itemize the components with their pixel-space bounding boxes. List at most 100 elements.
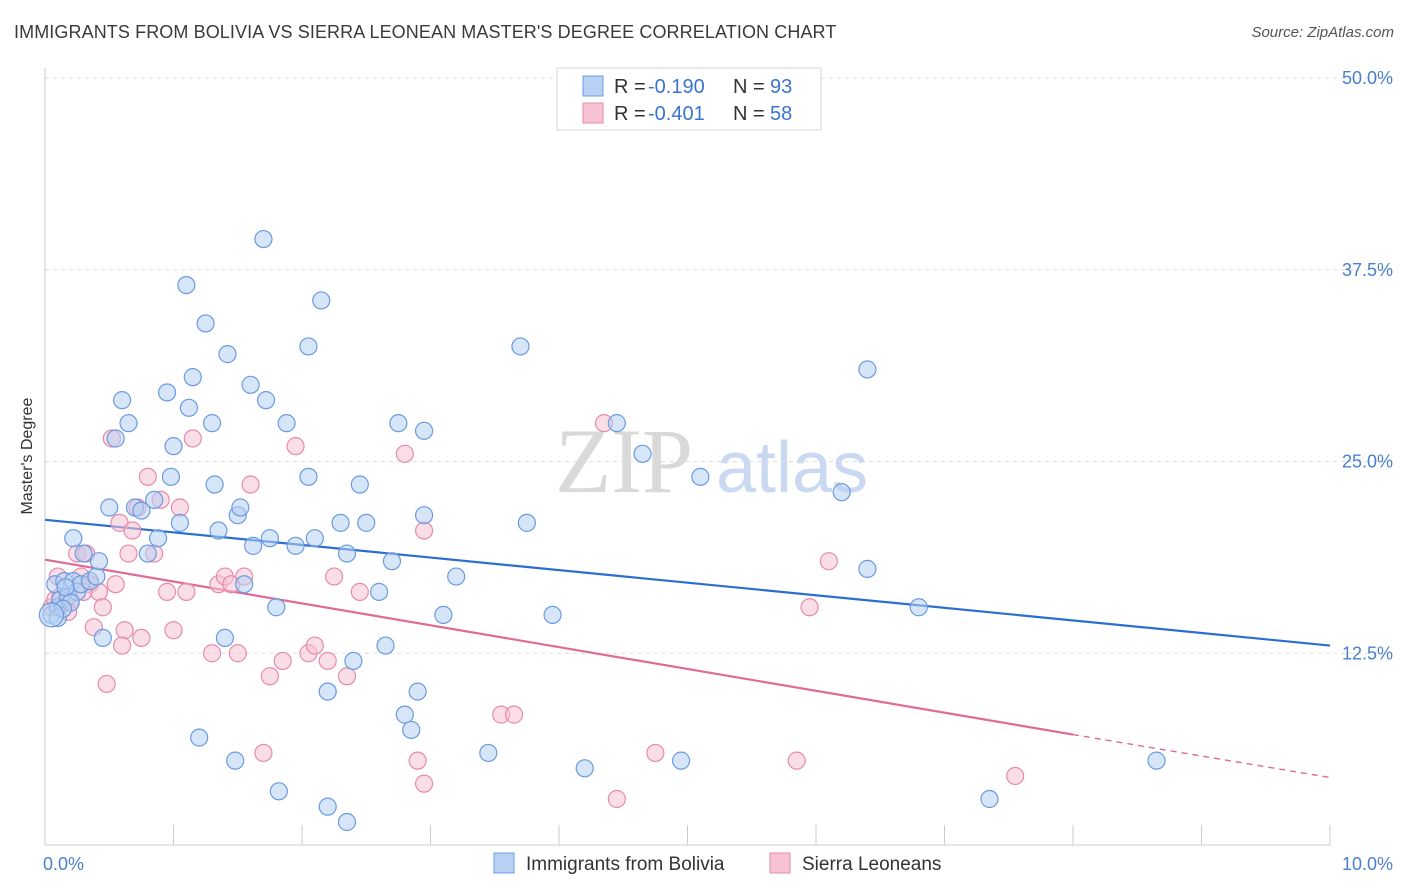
point-sierra-leonean [337,667,357,686]
point-sierra-leonean [123,521,142,540]
point-bolivia [414,421,434,440]
point-bolivia [543,605,562,625]
point-sierra-leonean [115,621,134,640]
point-sierra-leonean [646,743,665,763]
y-axis-label: Master's Degree [19,397,36,514]
point-bolivia [179,398,199,417]
point-bolivia [376,636,395,655]
point-bolivia [170,513,190,532]
point-bolivia [145,490,164,509]
point-sierra-leonean [202,644,222,663]
legend-n-value-1: 93 [770,76,792,98]
point-bolivia [511,337,530,356]
point-sierra-leonean [395,444,414,463]
point-bolivia [256,391,276,410]
bottom-legend-label-sierra: Sierra Leoneans [802,854,941,875]
point-bolivia [183,368,202,387]
x-tick-label: 10.0% [1342,854,1393,874]
legend-swatch-sierra [582,102,604,124]
point-sierra-leonean [305,636,324,655]
point-bolivia [980,789,999,809]
point-bolivia [832,483,851,502]
point-sierra-leonean [350,582,369,601]
point-bolivia [382,552,402,571]
point-bolivia [205,475,224,494]
point-bolivia [106,429,125,448]
point-bolivia [38,602,65,628]
point-sierra-leonean [157,582,177,601]
point-sierra-leonean [260,667,279,686]
trendline-sierra-leonean-extension [1072,733,1331,779]
point-bolivia [119,414,138,433]
point-sierra-leonean [607,789,626,809]
point-sierra-leonean [132,628,151,648]
y-tick-label: 12.5% [1342,643,1393,663]
point-bolivia [148,529,168,548]
point-bolivia [100,498,119,517]
point-bolivia [244,536,263,555]
point-bolivia [671,751,691,770]
point-bolivia [226,751,245,770]
point-bolivia [218,345,237,364]
point-sierra-leonean [504,705,524,724]
point-sierra-leonean [414,774,434,793]
point-bolivia [138,544,157,563]
y-tick-label: 50.0% [1342,68,1393,88]
legend-r-label-2: R = [614,103,646,125]
point-bolivia [241,375,260,394]
trendline-sierra-leonean [44,558,1074,736]
legend-r-value-1: -0.190 [648,76,705,98]
point-bolivia [87,567,106,586]
point-bolivia [357,513,376,532]
point-bolivia [235,575,254,594]
legend-swatch-bolivia [582,75,604,97]
point-bolivia [395,705,414,724]
point-bolivia [277,414,296,433]
bottom-legend-label-bolivia: Immigrants from Bolivia [526,854,725,875]
point-bolivia [202,414,222,433]
point-sierra-leonean [183,429,202,448]
point-bolivia [414,506,434,525]
point-bolivia [74,544,93,563]
point-bolivia [370,582,389,601]
point-bolivia [858,360,877,379]
point-bolivia [231,498,250,517]
point-bolivia [858,559,877,578]
point-sierra-leonean [93,598,112,617]
point-bolivia [350,475,369,494]
point-bolivia [337,812,357,832]
point-bolivia [318,682,337,701]
point-sierra-leonean [273,651,292,671]
point-sierra-leonean [119,544,138,563]
point-bolivia [269,782,288,801]
point-sierra-leonean [164,621,183,640]
point-bolivia [408,682,427,701]
point-bolivia [190,728,209,747]
x-tick-label: 0.0% [43,854,84,874]
legend-n-value-2: 58 [770,103,792,125]
point-bolivia [254,229,273,249]
point-bolivia [607,414,626,433]
correlation-legend: R = -0.190 N = 93 R = -0.401 N = 58 [556,67,822,131]
point-bolivia [389,414,408,433]
point-sierra-leonean [414,521,434,540]
point-bolivia [305,529,324,548]
point-bolivia [337,544,357,563]
point-bolivia [517,513,536,532]
point-bolivia [344,651,363,671]
data-points [38,229,1166,832]
point-sierra-leonean [228,644,247,663]
point-bolivia [157,383,177,402]
point-bolivia [89,552,109,571]
point-bolivia [64,529,83,548]
point-bolivia [575,759,594,778]
point-bolivia [402,720,421,740]
point-bolivia [112,391,132,410]
chart-title: IMMIGRANTS FROM BOLIVIA VS SIERRA LEONEA… [14,22,837,42]
point-sierra-leonean [800,598,819,617]
tick-labels: 12.5% 25.0% 37.5% 50.0% 0.0% 10.0% [43,68,1393,874]
legend-r-value-2: -0.401 [648,103,705,125]
point-sierra-leonean [106,575,125,594]
point-bolivia [312,291,331,310]
